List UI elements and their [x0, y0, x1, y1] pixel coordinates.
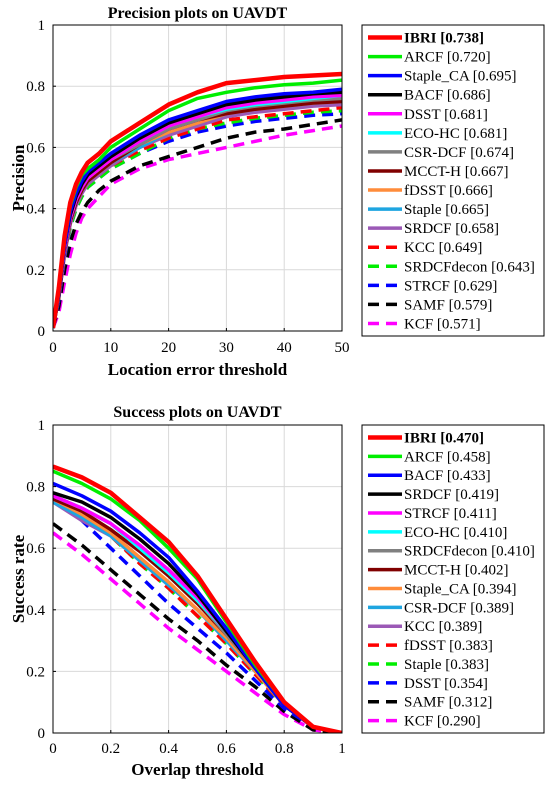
y-tick-label: 0.4	[26, 202, 45, 218]
x-tick-label: 0.6	[217, 741, 236, 757]
legend-label: Staple_CA [0.695]	[404, 69, 517, 85]
y-tick-label: 0.2	[26, 263, 45, 279]
series-line-samf	[53, 118, 342, 329]
x-tick-label: 50	[335, 340, 350, 356]
legend-label: ECO-HC [0.410]	[404, 525, 507, 541]
precision-plot: Precision plots on UAVDT 0 10 20 30 40 50 0 0.2 0…	[9, 5, 545, 379]
x-tick-label: 0.2	[101, 741, 120, 757]
y-tick-label: 0.8	[26, 480, 45, 496]
legend-label: CSR-DCF [0.389]	[404, 600, 514, 616]
y-tick-label: 0.2	[26, 664, 45, 680]
series-line-kcc	[53, 105, 342, 329]
series-line-fdsst	[53, 494, 342, 733]
legend-label: BACF [0.433]	[404, 468, 491, 484]
legend-label: IBRI [0.470]	[404, 430, 484, 446]
x-tick-label: 0.8	[275, 741, 294, 757]
x-tick-label: 0	[49, 741, 57, 757]
series-line-kcf	[53, 531, 342, 733]
series-group	[53, 71, 342, 329]
plot-frame	[52, 424, 343, 734]
legend-label: ECO-HC [0.681]	[404, 126, 507, 142]
series-line-fdsst	[53, 99, 342, 329]
x-axis-label: Location error threshold	[108, 360, 288, 379]
series-line-samf	[53, 522, 342, 733]
legend: IBRI [0.738] ARCF [0.720] Staple_CA [0.695…	[361, 24, 545, 337]
legend-label: ARCF [0.720]	[404, 50, 491, 66]
y-tick-label: 0	[38, 324, 46, 340]
series-group	[53, 464, 342, 733]
legend-label: KCC [0.649]	[404, 240, 482, 256]
legend-label: DSST [0.681]	[404, 107, 488, 123]
x-tick-label: 30	[219, 340, 234, 356]
y-tick-label: 0.4	[26, 603, 45, 619]
series-line-srdcf	[53, 102, 342, 329]
legend-label: fDSST [0.383]	[404, 638, 493, 654]
x-tick-label: 1	[338, 741, 346, 757]
y-tick-label: 0	[38, 726, 46, 742]
x-tick-label: 20	[161, 340, 176, 356]
legend-label: MCCT-H [0.667]	[404, 164, 508, 180]
x-axis-label: Overlap threshold	[131, 760, 264, 779]
legend-label: STRCF [0.411]	[404, 506, 497, 522]
x-tick-label: 40	[277, 340, 292, 356]
series-line-srdcfdecon	[53, 108, 342, 329]
chart-title: Precision plots on UAVDT	[108, 5, 288, 22]
y-axis-label: Success rate	[9, 534, 28, 623]
series-line-ibri	[53, 464, 342, 733]
legend-label: DSST [0.354]	[404, 676, 488, 692]
legend-label: SRDCFdecon [0.643]	[404, 259, 535, 275]
legend-label: fDSST [0.666]	[404, 183, 493, 199]
legend-label: SRDCF [0.658]	[404, 221, 499, 237]
chart-title: Success plots on UAVDT	[113, 404, 282, 421]
y-tick-label: 1	[38, 18, 46, 34]
y-tick-label: 0.6	[26, 140, 45, 156]
legend-label: Staple [0.383]	[404, 657, 489, 673]
legend-label: Staple [0.665]	[404, 202, 489, 218]
x-tick-label: 0.4	[159, 741, 178, 757]
legend-label: CSR-DCF [0.674]	[404, 145, 514, 161]
legend-label: Staple_CA [0.394]	[404, 581, 517, 597]
legend-label: SAMF [0.312]	[404, 695, 492, 711]
y-tick-label: 1	[38, 418, 46, 434]
series-line-mcct-h	[53, 99, 342, 329]
legend-label: ARCF [0.458]	[404, 449, 491, 465]
y-tick-label: 0.6	[26, 541, 45, 557]
x-tick-label: 10	[103, 340, 118, 356]
series-line-ibri	[53, 71, 342, 329]
legend-label: KCF [0.290]	[404, 714, 481, 730]
y-tick-label: 0.8	[26, 79, 45, 95]
plot-frame	[52, 24, 343, 332]
legend: IBRI [0.470] ARCF [0.458] BACF [0.433] SRDC…	[361, 424, 545, 734]
x-tick-label: 0	[49, 340, 57, 356]
legend-label: KCC [0.389]	[404, 619, 482, 635]
legend-label: SRDCFdecon [0.410]	[404, 544, 535, 560]
legend-label: SAMF [0.579]	[404, 297, 492, 313]
legend-label: MCCT-H [0.402]	[404, 563, 508, 579]
legend-label: SRDCF [0.419]	[404, 487, 499, 503]
legend-label: IBRI [0.738]	[404, 31, 484, 47]
y-axis-label: Precision	[9, 144, 28, 211]
legend-label: BACF [0.686]	[404, 88, 491, 104]
legend-label: STRCF [0.629]	[404, 278, 497, 294]
legend-label: KCF [0.571]	[404, 316, 481, 332]
success-plot: Success plots on UAVDT 0 0.2 0.4 0.6 0.8 1 0 0.2…	[9, 404, 545, 779]
series-line-staple	[53, 99, 342, 329]
series-line-csr-dcf	[53, 96, 342, 329]
